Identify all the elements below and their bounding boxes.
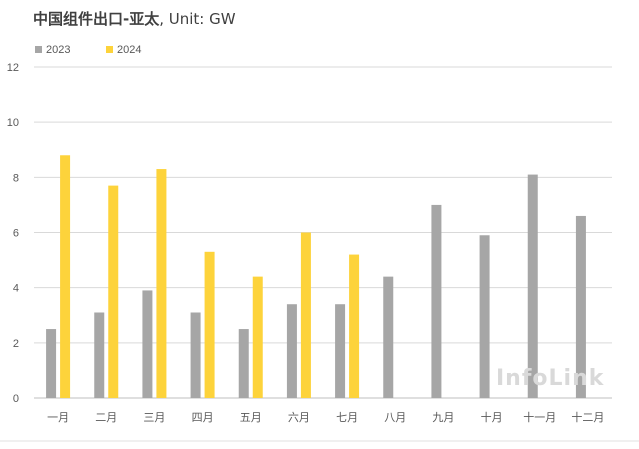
bar-2024-7	[349, 254, 360, 398]
y-tick-label: 8	[13, 172, 19, 184]
bars	[46, 155, 586, 398]
bar-2024-5	[252, 276, 263, 398]
y-tick-label: 4	[13, 283, 19, 295]
x-tick-label: 十一月	[523, 410, 556, 424]
chart-unit-text: , Unit: GW	[159, 10, 236, 28]
legend-label-2023: 2023	[46, 44, 70, 56]
gridlines	[34, 66, 612, 399]
bar-2023-4	[190, 312, 201, 398]
x-tick-label: 十月	[481, 410, 503, 424]
bar-2024-4	[204, 251, 215, 398]
bar-2023-8	[383, 276, 394, 398]
y-axis-ticks: 0 2 4 6 8 10 12	[7, 62, 19, 405]
y-tick-label: 10	[7, 117, 19, 129]
bar-2023-9	[431, 204, 442, 398]
legend-swatch-2023	[35, 46, 42, 53]
x-tick-label: 三月	[143, 411, 165, 424]
bar-2023-12	[575, 215, 586, 398]
legend-swatch-2024	[106, 46, 113, 53]
bar-2023-11	[527, 174, 538, 398]
x-tick-label: 九月	[432, 411, 454, 424]
x-tick-label: 五月	[240, 411, 262, 424]
y-tick-label: 0	[13, 393, 19, 405]
bar-2023-7	[335, 304, 346, 398]
bar-2023-10	[479, 235, 490, 398]
x-tick-label: 二月	[95, 411, 117, 424]
bar-2024-1	[60, 155, 71, 398]
x-tick-label: 一月	[47, 411, 69, 424]
x-tick-label: 七月	[336, 411, 358, 424]
x-tick-label: 十二月	[571, 410, 604, 424]
x-tick-label: 四月	[192, 411, 214, 424]
bar-2023-1	[46, 329, 57, 398]
chart-title-text: 中国组件出口-亚太	[33, 10, 160, 28]
legend: 2023 2024	[35, 44, 141, 56]
y-tick-label: 6	[13, 228, 19, 240]
bar-2024-3	[156, 169, 167, 398]
bar-2023-2	[94, 312, 105, 398]
y-tick-label: 12	[7, 62, 19, 74]
legend-label-2024: 2024	[117, 44, 141, 56]
bar-2023-3	[142, 290, 153, 398]
bar-2024-6	[300, 232, 311, 398]
x-axis-ticks: 一月 二月 三月 四月 五月 六月 七月 八月 九月 十月 十一月 十二月	[47, 410, 604, 424]
watermark: InfoLink	[496, 366, 605, 391]
x-tick-label: 六月	[288, 411, 310, 424]
x-tick-label: 八月	[384, 411, 406, 424]
chart-title: 中国组件出口-亚太, Unit: GW	[33, 8, 236, 29]
bar-2023-6	[286, 304, 297, 398]
bar-2023-5	[238, 329, 249, 398]
bar-2024-2	[108, 185, 119, 398]
y-tick-label: 2	[13, 338, 19, 350]
